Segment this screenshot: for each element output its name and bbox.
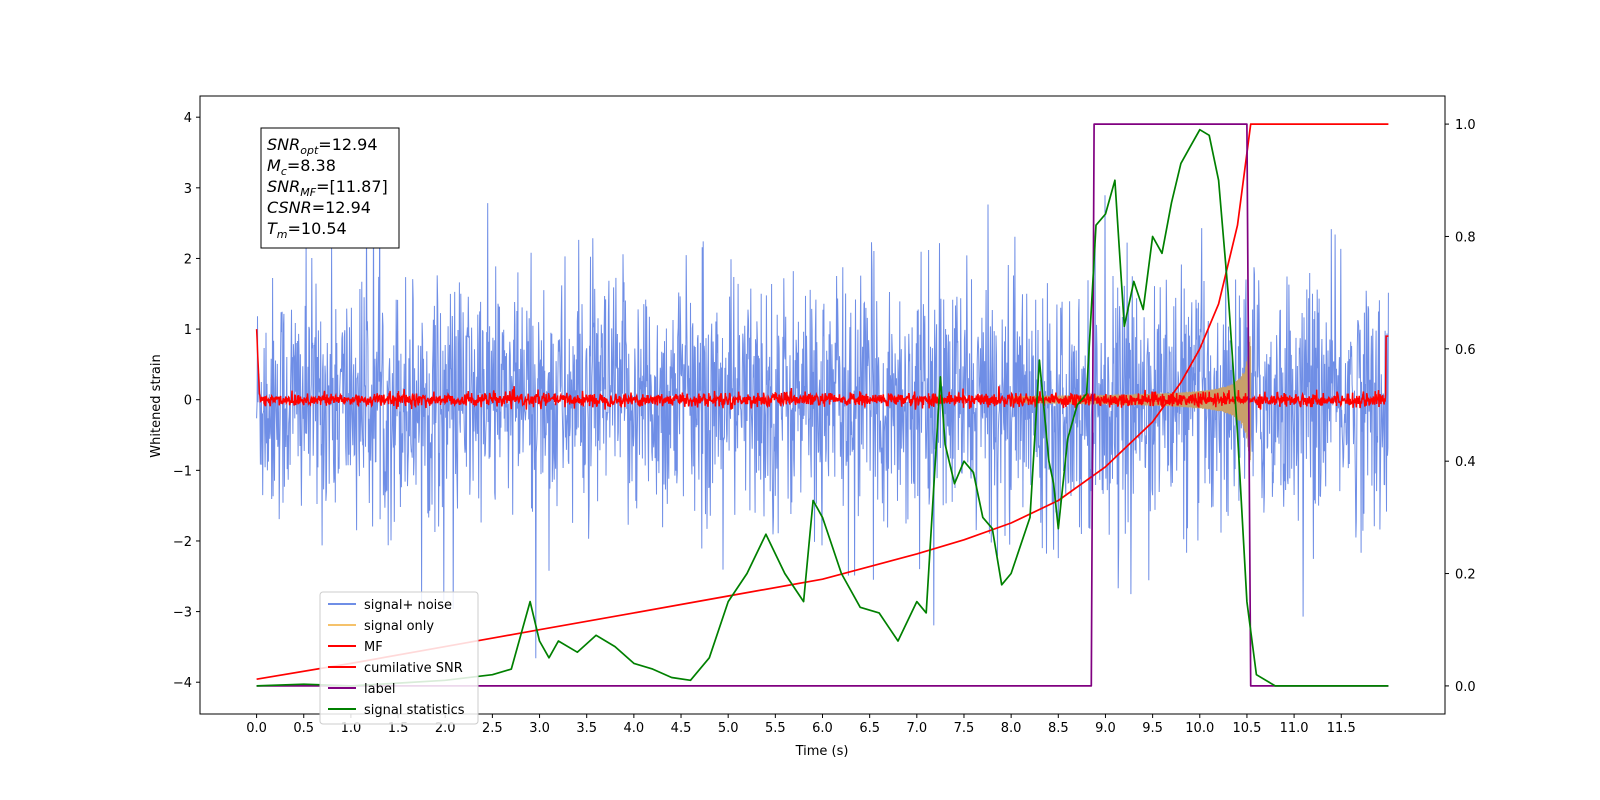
x-tick-label: 1.5 <box>388 721 409 736</box>
x-tick-label: 4.0 <box>624 721 645 736</box>
x-tick-label: 6.0 <box>812 721 833 736</box>
series-signal-noise <box>256 171 1389 659</box>
legend-label: MF <box>364 640 383 655</box>
x-tick-label: 5.0 <box>718 721 739 736</box>
series-cumilative-snr <box>256 123 1389 681</box>
x-tick-label: 8.0 <box>1001 721 1022 736</box>
x-tick-label: 4.5 <box>671 721 692 736</box>
stat-line: Tm=10.54 <box>267 219 347 241</box>
x-tick-label: 10.0 <box>1185 721 1214 736</box>
x-tick-label: 2.0 <box>435 721 456 736</box>
x-tick-label: 11.0 <box>1280 721 1309 736</box>
y-right-tick-label: 0.0 <box>1455 680 1476 695</box>
stats-box-frame <box>260 127 400 249</box>
y-left-tick-label: 4 <box>184 111 192 126</box>
x-tick-label: 3.5 <box>576 721 597 736</box>
axes: 0.0 0.5 1.0 1.5 2.0 2.5 3.0 3.5 4.0 4.5 5.0 5.5 6.0 6… <box>173 111 1476 736</box>
x-tick-label: 2.5 <box>482 721 503 736</box>
legend-frame <box>319 591 479 725</box>
stat-line: CSNR=12.94 <box>267 198 371 217</box>
x-tick-label: 7.0 <box>906 721 927 736</box>
y-axis-label: Whitened strain <box>149 354 164 457</box>
x-tick-label: 10.5 <box>1232 721 1261 736</box>
x-tick-label: 0.0 <box>246 721 267 736</box>
x-tick-label: 6.5 <box>859 721 880 736</box>
y-left-tick-label: 2 <box>184 252 192 267</box>
x-tick-label: 9.0 <box>1095 721 1116 736</box>
legend-label: label <box>364 682 395 697</box>
y-right-tick-label: 0.2 <box>1455 568 1476 583</box>
series-signal-statistics <box>256 128 1389 687</box>
legend: signal+ noise signal only MF cumilative SNR… <box>319 591 479 725</box>
stat-line: SNRMF=[11.87] <box>267 177 388 199</box>
x-tick-label: 0.5 <box>293 721 314 736</box>
plot-area <box>255 123 1389 687</box>
x-axis-label: Time (s) <box>795 744 849 759</box>
y-left-tick-label: −4 <box>173 676 192 691</box>
y-right-tick-label: 0.4 <box>1455 455 1476 470</box>
y-left-tick-label: −3 <box>173 606 192 621</box>
x-tick-label: 3.0 <box>529 721 550 736</box>
legend-label: signal statistics <box>364 703 465 718</box>
stats-box: SNRopt=12.94Mc=8.38SNRMF=[11.87]CSNR=12.… <box>260 127 400 249</box>
stat-line: SNRopt=12.94 <box>267 135 378 157</box>
y-left-tick-label: 0 <box>184 394 192 409</box>
x-tick-label: 1.0 <box>341 721 362 736</box>
y-left-tick-label: 3 <box>184 182 192 197</box>
series-mf <box>255 329 1389 410</box>
y-right-tick-label: 0.6 <box>1455 343 1476 358</box>
y-left-tick-label: −2 <box>173 535 192 550</box>
x-tick-label: 9.5 <box>1142 721 1163 736</box>
x-tick-label: 5.5 <box>765 721 786 736</box>
x-tick-label: 8.5 <box>1048 721 1069 736</box>
legend-label: signal only <box>364 619 434 634</box>
y-left-tick-label: 1 <box>184 323 192 338</box>
y-right-tick-label: 1.0 <box>1455 118 1476 133</box>
x-tick-label: 11.5 <box>1327 721 1356 736</box>
y-right-tick-label: 0.8 <box>1455 230 1476 245</box>
stat-line: Mc=8.38 <box>267 156 336 178</box>
legend-label: signal+ noise <box>364 598 452 613</box>
legend-label: cumilative SNR <box>364 661 463 676</box>
x-tick-label: 7.5 <box>954 721 975 736</box>
y-left-tick-label: −1 <box>173 464 192 479</box>
